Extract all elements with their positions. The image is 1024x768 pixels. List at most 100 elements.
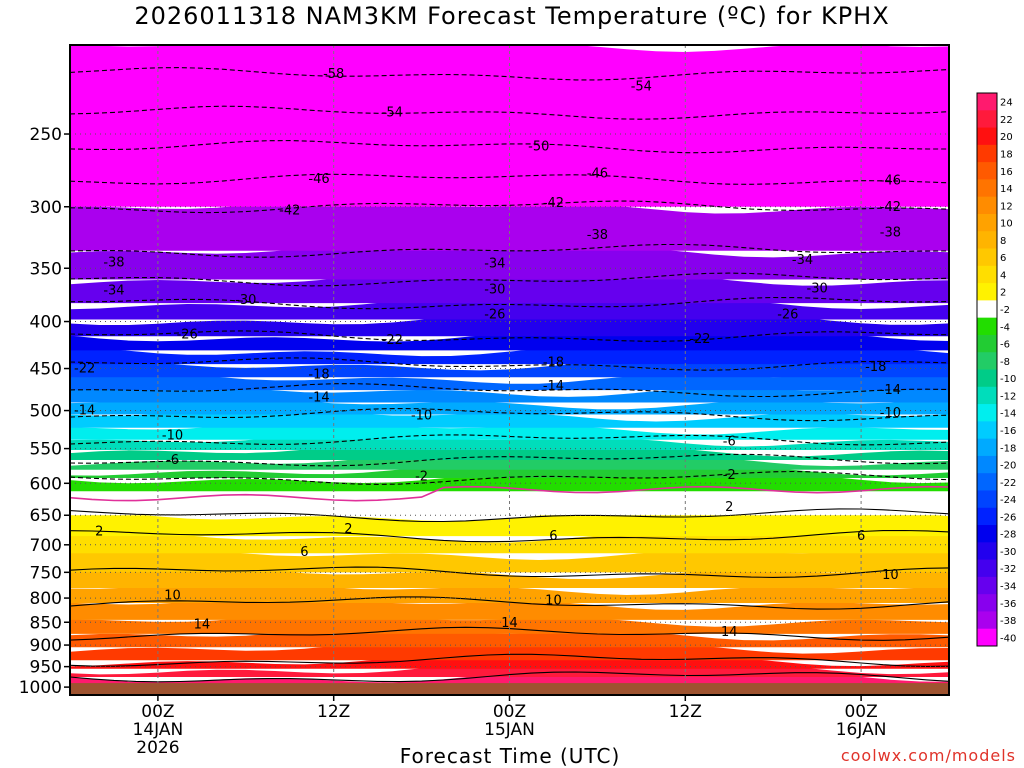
colorbar-swatch [977,127,997,146]
contour-label: -26 [484,307,505,322]
contour-label: -6 [723,434,736,449]
temp-band [70,357,949,378]
temp-band [70,443,949,461]
colorbar-label: -10 [1000,374,1016,385]
colorbar-label: -20 [1000,461,1016,472]
colorbar-swatch [977,144,997,163]
colorbar: 24 22 20 18 16 14 12 10 8 6 4 2 -2 -4 -6 -8 -10 -12 -14 -16… [976,92,1016,647]
colorbar-swatch [977,490,997,509]
colorbar-label: -14 [1000,409,1016,420]
x-tick-label: 15JAN [484,720,535,740]
colorbar-label: -12 [1000,391,1016,402]
contour-line [70,243,949,258]
colorbar-label: -18 [1000,443,1016,454]
temp-band [70,314,949,337]
colorbar-label: 24 [1000,98,1013,109]
colorbar-label: -34 [1000,582,1016,593]
contour-label: -22 [74,362,95,377]
colorbar-swatch [977,386,997,405]
contour-label: -22 [689,332,710,347]
contour-label: -14 [543,379,564,394]
contour-label: 6 [549,529,557,544]
colorbar-swatch [977,334,997,353]
contour-line [70,357,949,371]
contour-label: -30 [484,282,505,297]
contour-label: -26 [777,307,798,322]
colorbar-label: 8 [1000,236,1006,247]
colorbar-label: -40 [1000,633,1016,644]
grid-lines [70,45,949,695]
credit-text: coolwx.com/models [840,746,1016,765]
colorbar-label: -26 [1000,512,1016,523]
contour-label: -18 [865,360,886,375]
x-tick-label: 12Z [317,702,350,722]
contour-label: -46 [308,172,329,187]
colorbar-swatch [977,196,997,215]
contour-label: 14 [501,616,518,631]
x-tick-label: 00Z [844,702,877,722]
y-tick-label: 450 [30,360,62,380]
colorbar-swatch [977,438,997,457]
contour-label: -2 [723,468,736,483]
contour-label: -10 [162,428,183,443]
contour-label: -42 [543,196,564,211]
temp-band [70,273,949,304]
temp-band [70,640,949,661]
contour-label: -30 [807,281,828,296]
colorbar-swatch [977,300,997,319]
contour-label: -38 [103,256,124,271]
colorbar-swatch [977,576,997,595]
colorbar-swatch [977,507,997,526]
contour-line [70,105,949,120]
colorbar-label: -32 [1000,564,1016,575]
y-tick-label: 250 [30,125,62,145]
colorbar-label: -24 [1000,495,1016,506]
y-tick-label: 1000 [19,678,62,698]
y-tick-label: 500 [30,402,62,422]
colorbar-label: 22 [1000,115,1013,126]
contour-label: 2 [95,524,103,539]
contour-label-group: -58 -54 -54 -50 -46 -46 -46 -42 -42 -42 -38 -38 -38 -… [74,67,901,640]
colorbar-label: -4 [1000,322,1010,333]
colorbar-swatch [977,404,997,422]
contour-line [70,508,949,523]
contour-line [70,173,949,185]
y-tick-label: 650 [30,506,62,526]
temp-band [70,485,949,516]
plot-area: -58 -54 -54 -50 -46 -46 -46 -42 -42 -42 -38 -38 -38 -… [70,45,949,695]
contour-label: -26 [177,327,198,342]
y-tick-label: 950 [30,658,62,678]
colorbar-swatch [977,352,997,370]
colorbar-label: 14 [1000,184,1013,195]
y-tick-label: 850 [30,613,62,633]
contour-line [70,529,949,543]
contour-label: 14 [194,618,211,633]
colorbar-label: 10 [1000,219,1013,230]
y-tick-label: 600 [30,474,62,494]
y-tick-label: 700 [30,536,62,556]
contour-line [70,453,949,467]
contour-line [70,67,949,81]
contour-label: -46 [587,166,608,181]
contour-line [70,330,949,342]
y-axis-ticks: 250 300 350 400 450 500 550 600 650 700 750 800 850 9… [19,125,70,698]
contour-lines [70,67,949,683]
colorbar-swatch [977,525,997,543]
zero-degree-line [70,485,949,502]
colorbar-swatch [977,265,997,284]
y-tick-label: 800 [30,589,62,609]
contour-label: -34 [484,257,505,272]
colorbar-label: -36 [1000,599,1016,610]
contour-label: -22 [382,333,403,348]
chart-title: 2026011318 NAM3KM Forecast Temperature (… [134,2,890,30]
colorbar-label: -2 [1000,305,1010,316]
colorbar-label: -22 [1000,478,1016,489]
contour-label: -42 [880,200,901,215]
y-tick-label: 750 [30,563,62,583]
ground-surface [70,683,949,695]
y-tick-label: 900 [30,636,62,656]
contour-label: 6 [300,545,308,560]
contour-label: -54 [631,80,652,95]
